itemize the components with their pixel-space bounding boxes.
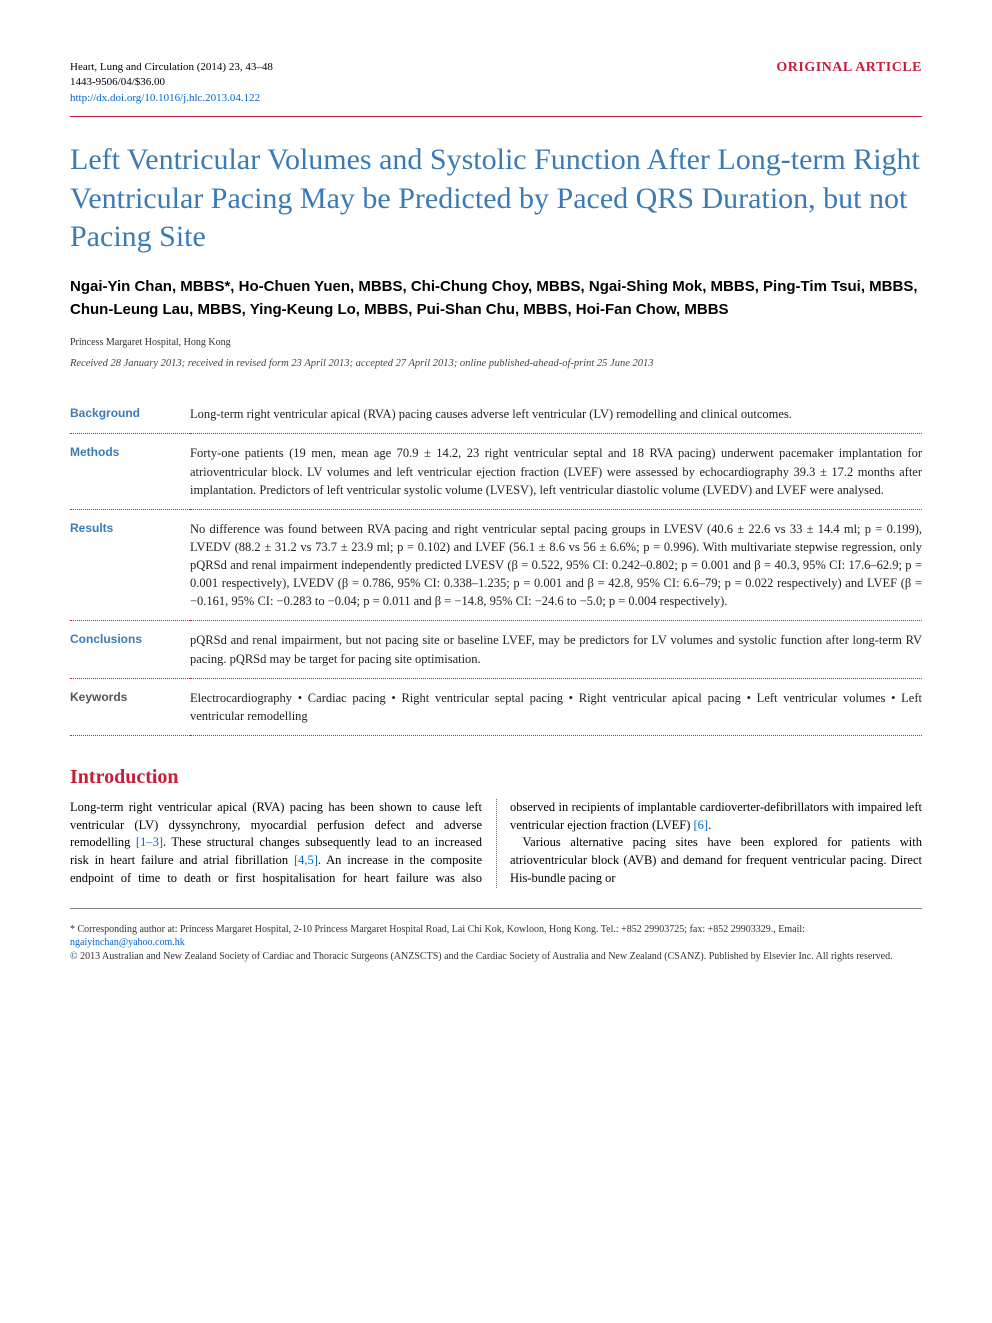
doi-link[interactable]: http://dx.doi.org/10.1016/j.hlc.2013.04.… <box>70 91 273 106</box>
header-rule <box>70 116 922 117</box>
abstract-row: BackgroundLong-term right ventricular ap… <box>70 395 922 434</box>
abstract-row: ConclusionspQRSd and renal impairment, b… <box>70 621 922 678</box>
affiliation: Princess Margaret Hospital, Hong Kong <box>70 337 922 348</box>
citation-link[interactable]: [6] <box>694 818 709 832</box>
abstract-label: Methods <box>70 434 190 509</box>
journal-citation: Heart, Lung and Circulation (2014) 23, 4… <box>70 60 273 75</box>
author-list: Ngai-Yin Chan, MBBS*, Ho-Chuen Yuen, MBB… <box>70 276 922 321</box>
issn-price: 1443-9506/04/$36.00 <box>70 75 273 90</box>
article-type-label: ORIGINAL ARTICLE <box>776 60 922 76</box>
email-link[interactable]: ngaiyinchan@yahoo.com.hk <box>70 937 185 948</box>
abstract-row: ResultsNo difference was found between R… <box>70 509 922 621</box>
abstract-content: Forty-one patients (19 men, mean age 70.… <box>190 434 922 509</box>
intro-paragraph-2: Various alternative pacing sites have be… <box>510 834 922 887</box>
section-heading-introduction: Introduction <box>70 766 922 789</box>
structured-abstract: BackgroundLong-term right ventricular ap… <box>70 395 922 736</box>
corresponding-author: * Corresponding author at: Princess Marg… <box>70 923 922 950</box>
abstract-label: Conclusions <box>70 621 190 678</box>
abstract-content: pQRSd and renal impairment, but not paci… <box>190 621 922 678</box>
abstract-content: Electrocardiography • Cardiac pacing • R… <box>190 678 922 735</box>
page-header: Heart, Lung and Circulation (2014) 23, 4… <box>70 60 922 106</box>
journal-info: Heart, Lung and Circulation (2014) 23, 4… <box>70 60 273 106</box>
abstract-content: Long-term right ventricular apical (RVA)… <box>190 395 922 434</box>
citation-link[interactable]: [1–3] <box>136 835 163 849</box>
abstract-row: KeywordsElectrocardiography • Cardiac pa… <box>70 678 922 735</box>
copyright-notice: © 2013 Australian and New Zealand Societ… <box>70 950 922 964</box>
article-history: Received 28 January 2013; received in re… <box>70 358 922 369</box>
abstract-label: Background <box>70 395 190 434</box>
abstract-label: Keywords <box>70 678 190 735</box>
abstract-label: Results <box>70 509 190 621</box>
abstract-content: No difference was found between RVA paci… <box>190 509 922 621</box>
footnote-rule <box>70 908 922 909</box>
body-text: Long-term right ventricular apical (RVA)… <box>70 799 922 888</box>
abstract-row: MethodsForty-one patients (19 men, mean … <box>70 434 922 509</box>
article-title: Left Ventricular Volumes and Systolic Fu… <box>70 141 922 256</box>
citation-link[interactable]: [4,5] <box>294 853 318 867</box>
footnotes: * Corresponding author at: Princess Marg… <box>70 923 922 964</box>
